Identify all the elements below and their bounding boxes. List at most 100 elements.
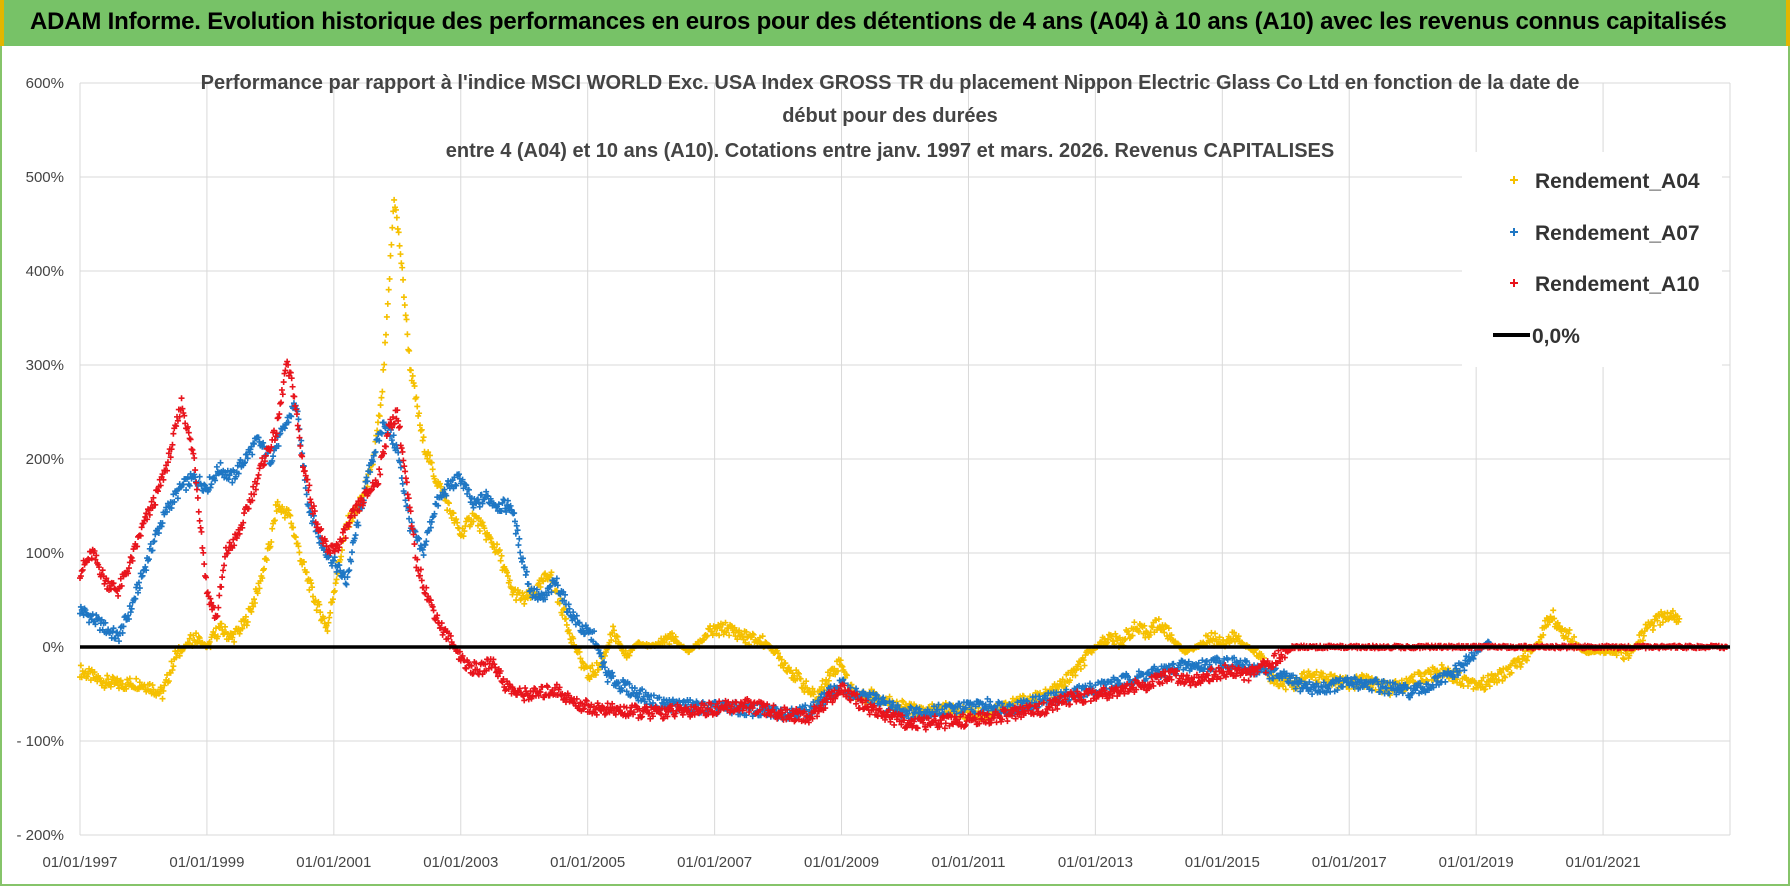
marker-Rendement_A04 xyxy=(589,662,596,669)
marker-Rendement_A04 xyxy=(778,656,785,663)
marker-Rendement_A10 xyxy=(660,715,667,722)
marker-Rendement_A07 xyxy=(399,480,406,487)
marker-Rendement_A07 xyxy=(987,698,994,705)
marker-Rendement_A10 xyxy=(375,480,382,487)
marker-Rendement_A10 xyxy=(885,707,892,714)
marker-Rendement_A04 xyxy=(1522,648,1529,655)
marker-Rendement_A04 xyxy=(309,584,316,591)
marker-Rendement_A07 xyxy=(1360,682,1367,689)
marker-Rendement_A04 xyxy=(1426,667,1433,674)
marker-Rendement_A10 xyxy=(301,467,308,474)
marker-Rendement_A04 xyxy=(454,519,461,526)
marker-Rendement_A10 xyxy=(1008,712,1015,719)
marker-Rendement_A07 xyxy=(89,611,96,618)
marker-Rendement_A10 xyxy=(403,479,410,486)
marker-Rendement_A07 xyxy=(1330,680,1337,687)
marker-Rendement_A10 xyxy=(384,431,391,438)
marker-Rendement_A04 xyxy=(476,528,483,535)
marker-Rendement_A07 xyxy=(136,585,143,592)
marker-Rendement_A04 xyxy=(661,639,668,646)
marker-Rendement_A04 xyxy=(1571,633,1578,640)
marker-Rendement_A04 xyxy=(77,662,84,669)
marker-Rendement_A10 xyxy=(1168,676,1175,683)
marker-Rendement_A10 xyxy=(267,447,274,454)
x-tick-label: 01/01/2009 xyxy=(804,854,879,871)
marker-Rendement_A04 xyxy=(317,609,324,616)
marker-Rendement_A10 xyxy=(287,369,294,376)
marker-Rendement_A10 xyxy=(1105,694,1112,701)
marker-Rendement_A07 xyxy=(303,491,310,498)
series-Rendement_A10 xyxy=(77,358,1730,733)
marker-Rendement_A10 xyxy=(630,709,637,716)
x-axis-ticks: 01/01/1997 01/01/1999 01/01/2001 01/01/2003… xyxy=(42,854,1640,871)
marker-Rendement_A04 xyxy=(259,575,266,582)
marker-Rendement_A07 xyxy=(455,472,462,479)
marker-Rendement_A10 xyxy=(636,705,643,712)
marker-Rendement_A04 xyxy=(535,580,542,587)
marker-Rendement_A10 xyxy=(144,516,151,523)
marker-Rendement_A07 xyxy=(380,419,387,426)
marker-Rendement_A07 xyxy=(363,474,370,481)
marker-Rendement_A10 xyxy=(105,578,112,585)
marker-Rendement_A07 xyxy=(348,558,355,565)
marker-Rendement_A10 xyxy=(292,402,299,409)
marker-Rendement_A04 xyxy=(592,671,599,678)
marker-Rendement_A07 xyxy=(1339,683,1346,690)
marker-Rendement_A10 xyxy=(128,554,135,561)
marker-Rendement_A04 xyxy=(610,623,617,630)
marker-Rendement_A07 xyxy=(135,589,142,596)
marker-Rendement_A10 xyxy=(1208,665,1215,672)
marker-Rendement_A10 xyxy=(382,443,389,450)
marker-Rendement_A10 xyxy=(179,405,186,412)
marker-Rendement_A04 xyxy=(396,242,403,249)
marker-Rendement_A04 xyxy=(225,636,232,643)
marker-Rendement_A10 xyxy=(197,524,204,531)
marker-Rendement_A10 xyxy=(793,706,800,713)
marker-Rendement_A04 xyxy=(149,682,156,689)
marker-Rendement_A10 xyxy=(801,708,808,715)
marker-Rendement_A10 xyxy=(873,712,880,719)
marker-Rendement_A10 xyxy=(103,575,110,582)
marker-Rendement_A04 xyxy=(395,229,402,236)
marker-Rendement_A04 xyxy=(251,596,258,603)
marker-Rendement_A04 xyxy=(742,639,749,646)
marker-Rendement_A10 xyxy=(329,542,336,549)
marker-Rendement_A04 xyxy=(498,552,505,559)
marker-Rendement_A10 xyxy=(1027,702,1034,709)
marker-Rendement_A10 xyxy=(294,422,301,429)
marker-Rendement_A10 xyxy=(405,495,412,502)
marker-Rendement_A10 xyxy=(125,565,132,572)
marker-Rendement_A10 xyxy=(198,528,205,535)
marker-Rendement_A10 xyxy=(632,702,639,709)
marker-Rendement_A07 xyxy=(255,434,262,441)
marker-Rendement_A10 xyxy=(127,554,134,561)
marker-Rendement_A04 xyxy=(843,671,850,678)
marker-Rendement_A07 xyxy=(1270,675,1277,682)
x-tick-label: 01/01/2019 xyxy=(1439,854,1514,871)
marker-Rendement_A10 xyxy=(491,661,498,668)
marker-Rendement_A07 xyxy=(390,432,397,439)
marker-Rendement_A07 xyxy=(1309,691,1316,698)
marker-Rendement_A07 xyxy=(479,500,486,507)
marker-Rendement_A04 xyxy=(1002,699,1009,706)
marker-Rendement_A10 xyxy=(389,424,396,431)
marker-Rendement_A04 xyxy=(734,636,741,643)
marker-Rendement_A10 xyxy=(1025,707,1032,714)
marker-Rendement_A07 xyxy=(1377,688,1384,695)
marker-Rendement_A07 xyxy=(453,482,460,489)
marker-Rendement_A04 xyxy=(78,674,85,681)
marker-Rendement_A10 xyxy=(639,713,646,720)
marker-Rendement_A07 xyxy=(158,523,165,530)
marker-Rendement_A07 xyxy=(573,612,580,619)
marker-Rendement_A04 xyxy=(285,507,292,514)
marker-Rendement_A07 xyxy=(546,583,553,590)
marker-Rendement_A07 xyxy=(1453,665,1460,672)
marker-Rendement_A10 xyxy=(191,454,198,461)
marker-Rendement_A10 xyxy=(1173,672,1180,679)
marker-Rendement_A10 xyxy=(409,525,416,532)
marker-Rendement_A07 xyxy=(886,698,893,705)
marker-Rendement_A07 xyxy=(1086,680,1093,687)
marker-Rendement_A07 xyxy=(251,440,258,447)
marker-Rendement_A04 xyxy=(274,498,281,505)
marker-Rendement_A04 xyxy=(1495,676,1502,683)
